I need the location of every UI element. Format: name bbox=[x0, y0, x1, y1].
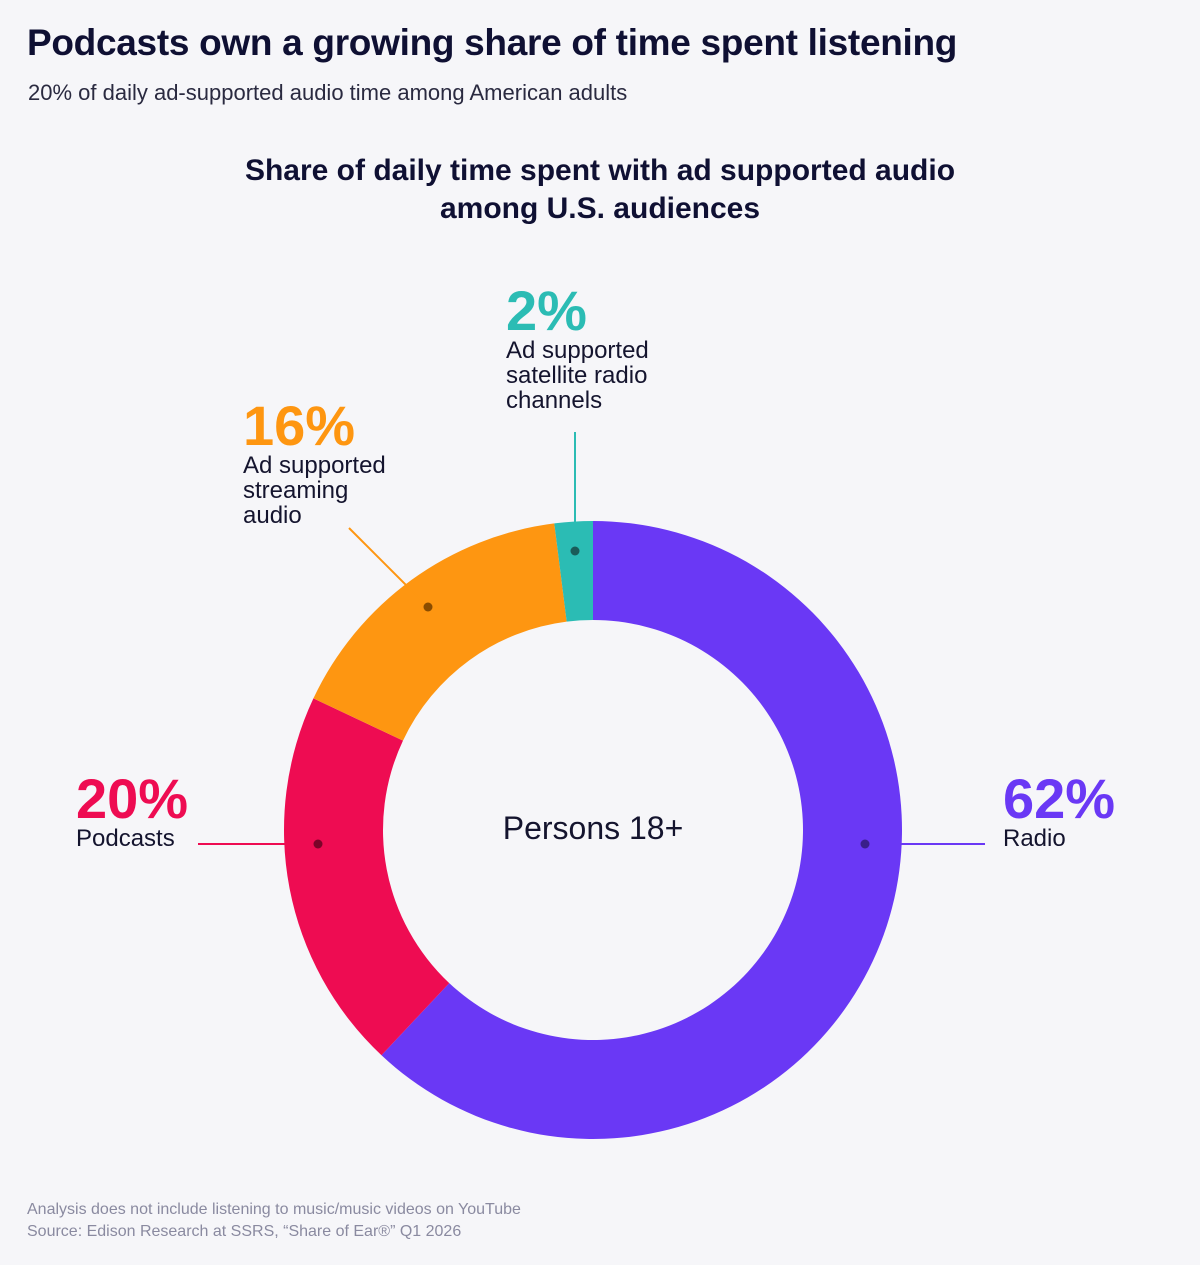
chart-title-line-1: Share of daily time spent with ad suppor… bbox=[244, 154, 956, 187]
category-label-ad-supported-satellite-radio-channels-2: satellite radio bbox=[506, 362, 647, 389]
value-label-ad-supported-satellite-radio-channels: 2% bbox=[506, 279, 587, 342]
slice-ad-supported-streaming-audio bbox=[313, 523, 567, 741]
chart-title-line-2: among U.S. audiences bbox=[439, 192, 761, 225]
value-label-ad-supported-streaming-audio: 16% bbox=[243, 394, 355, 457]
category-label-podcasts-1: Podcasts bbox=[76, 825, 175, 852]
slice-podcasts bbox=[284, 698, 450, 1056]
value-label-radio: 62% bbox=[1003, 767, 1115, 830]
chart-title: Share of daily time spent with ad suppor… bbox=[0, 152, 1200, 228]
leader-dot-ad-supported-satellite-radio-channels bbox=[570, 546, 580, 556]
page-title: Podcasts own a growing share of time spe… bbox=[27, 22, 958, 63]
leader-dot-podcasts bbox=[313, 839, 323, 849]
leader-line-ad-supported-streaming-audio bbox=[348, 527, 429, 608]
leader-dot-ad-supported-streaming-audio bbox=[423, 602, 433, 612]
footnote-note: Analysis does not include listening to m… bbox=[27, 1201, 521, 1218]
page-subtitle: 20% of daily ad-supported audio time amo… bbox=[28, 80, 628, 105]
slice-ad-supported-satellite-radio-channels bbox=[554, 521, 593, 622]
category-label-ad-supported-streaming-audio-1: Ad supported bbox=[243, 452, 386, 479]
leader-dot-radio bbox=[860, 839, 870, 849]
category-label-ad-supported-streaming-audio-3: audio bbox=[243, 502, 302, 529]
category-label-ad-supported-satellite-radio-channels-1: Ad supported bbox=[506, 337, 649, 364]
center-label: Persons 18+ bbox=[503, 810, 684, 846]
footnote: Analysis does not include listening to m… bbox=[27, 1199, 521, 1243]
slice-radio bbox=[381, 521, 902, 1140]
category-label-radio-1: Radio bbox=[1003, 825, 1066, 852]
donut-slices bbox=[284, 521, 902, 1140]
category-label-ad-supported-satellite-radio-channels-3: channels bbox=[506, 387, 602, 414]
leader-lines bbox=[198, 432, 985, 849]
footnote-source: Source: Edison Research at SSRS, “Share … bbox=[27, 1223, 462, 1240]
value-label-podcasts: 20% bbox=[76, 767, 188, 830]
category-label-ad-supported-streaming-audio-2: streaming bbox=[243, 477, 348, 504]
